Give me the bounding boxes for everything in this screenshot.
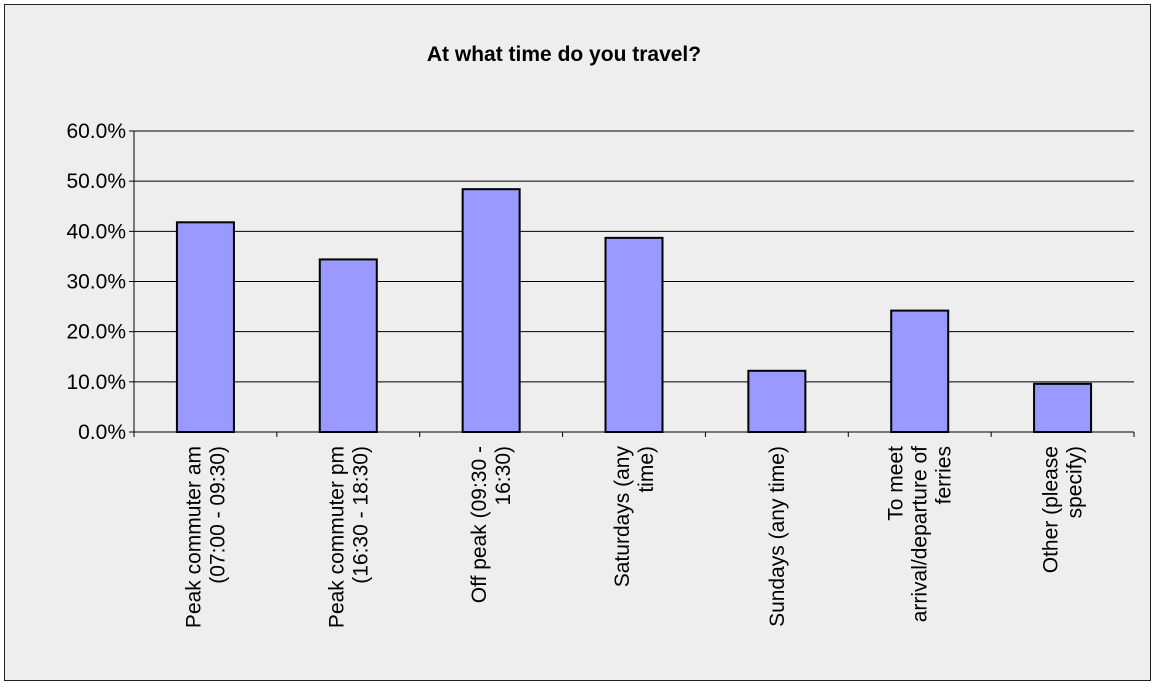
bar	[747, 369, 807, 433]
y-axis-tick-labels: 0.0% 10.0% 20.0% 30.0% 40.0% 50.0% 60.0%	[66, 120, 126, 444]
x-category-label: Saturdays (any	[611, 446, 634, 588]
x-category-label: 16:30)	[492, 446, 515, 506]
x-category-label: specify)	[1064, 446, 1087, 518]
y-tick-label: 40.0%	[66, 220, 126, 243]
bars	[175, 188, 1093, 434]
x-category-label: (07:00 - 09:30)	[206, 446, 229, 584]
x-category-label: Sundays (any time)	[766, 446, 789, 627]
chart-frame: At what time do you travel? 0.0% 10.0% 20.…	[4, 4, 1151, 681]
y-tick-label: 30.0%	[66, 271, 126, 294]
chart-title: At what time do you travel?	[427, 43, 701, 66]
x-category-label: Peak commuter am	[182, 446, 205, 628]
bar	[318, 258, 378, 433]
bar	[461, 188, 521, 433]
x-category-label: arrival/departure of	[909, 446, 932, 622]
x-category-label: time)	[635, 446, 658, 493]
x-category-label: (16:30 - 18:30)	[349, 446, 372, 584]
bar	[890, 309, 950, 434]
bar	[175, 221, 235, 433]
bar	[604, 236, 664, 433]
x-category-label: Other (please	[1040, 446, 1063, 573]
axes	[133, 131, 1135, 437]
x-category-label: Off peak (09:30 -	[468, 446, 491, 603]
y-tick-label: 20.0%	[66, 321, 126, 344]
y-tick-label: 0.0%	[78, 421, 126, 444]
x-category-label: Peak commuter pm	[325, 446, 348, 628]
y-tick-label: 10.0%	[66, 371, 126, 394]
bar	[1033, 382, 1093, 433]
bar-chart: At what time do you travel? 0.0% 10.0% 20.…	[66, 43, 1135, 629]
y-tick-label: 60.0%	[66, 120, 126, 143]
x-category-label: ferries	[933, 446, 956, 504]
y-tick-label: 50.0%	[66, 170, 126, 193]
x-category-label: To meet	[885, 446, 908, 521]
x-axis-category-labels: Peak commuter am (07:00 - 09:30) Peak comm…	[182, 446, 1086, 629]
